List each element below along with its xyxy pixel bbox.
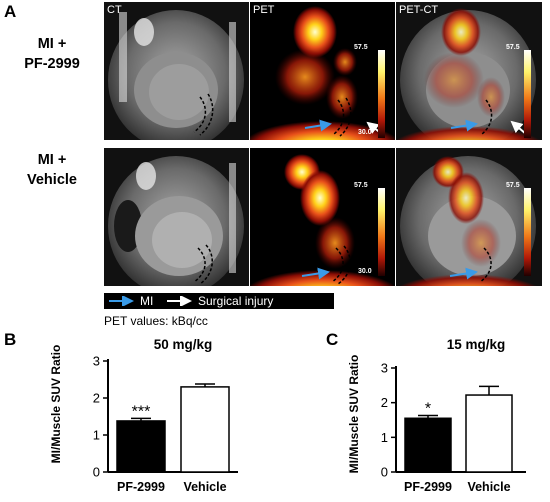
legend-surgical-label: Surgical injury — [198, 294, 274, 308]
colorbar-max: 57.5 — [506, 182, 520, 189]
surgical-arrow-icon — [167, 296, 192, 306]
ct-image-pf2999: CT — [104, 2, 249, 140]
row-label-line1: MI + — [37, 152, 67, 168]
row-label-line1: MI + — [37, 36, 67, 52]
petct-image-pf2999: PET-CT 57.5 30.0 — [396, 2, 542, 140]
pet-image-vehicle: 57.5 30.0 — [250, 148, 395, 286]
bar-pf2999 — [404, 417, 452, 473]
y-tick-label: 0 — [93, 465, 100, 480]
y-tick-label: 0 — [381, 465, 388, 480]
mi-arrow-icon — [109, 296, 134, 306]
petct-label: PET-CT — [399, 4, 439, 16]
bar-pf2999 — [116, 420, 166, 473]
pet-scan-graphic — [250, 148, 395, 286]
mi-arrow-icon — [450, 119, 478, 132]
ct-scan-graphic — [104, 148, 249, 286]
y-tick-label: 3 — [93, 354, 100, 369]
row-label-vehicle: MI + Vehicle — [2, 150, 102, 190]
bar-chart-svg: 0 1 2 3 *** PF-2999 Vehicle — [93, 354, 238, 494]
colorbar — [524, 188, 531, 276]
row-label-line2: PF-2999 — [24, 56, 80, 72]
y-tick-label: 2 — [381, 395, 388, 410]
panel-letter-a: A — [4, 2, 17, 21]
colorbar — [524, 50, 531, 138]
colorbar — [378, 188, 385, 276]
colorbar-max: 57.5 — [354, 182, 368, 189]
significance-marker: * — [425, 400, 431, 417]
bar-vehicle — [180, 386, 230, 473]
chart-title: 50 mg/kg — [153, 337, 213, 352]
y-tick-label: 2 — [93, 391, 100, 406]
category-label: Vehicle — [467, 480, 510, 494]
chart-b: 50 mg/kg MI/Muscle SUV Ratio 0 1 2 3 *** PF-2… — [48, 335, 258, 500]
legend-mi-label: MI — [140, 294, 154, 308]
significance-marker: *** — [132, 403, 151, 420]
category-label: Vehicle — [183, 480, 226, 494]
bar-vehicle — [465, 394, 513, 473]
category-label: PF-2999 — [404, 480, 452, 494]
surgical-arrow-icon — [510, 120, 527, 135]
colorbar-min: 30.0 — [358, 268, 372, 275]
pet-scan-graphic — [250, 2, 395, 140]
mi-arrow-icon — [301, 267, 330, 280]
ct-scan-graphic — [104, 2, 249, 140]
mi-arrow-icon — [304, 119, 332, 132]
chart-title: 15 mg/kg — [446, 337, 506, 352]
arrow-legend: MI Surgical injury — [104, 293, 334, 309]
colorbar — [378, 50, 385, 138]
pet-image-pf2999: PET 57.5 30.0 — [250, 2, 395, 140]
panel-letter-c: C — [326, 330, 339, 349]
y-tick-label: 1 — [381, 430, 388, 445]
colorbar-min: 30.0 — [358, 129, 372, 136]
colorbar-max: 57.5 — [354, 44, 368, 51]
ct-label: CT — [107, 4, 122, 16]
pet-label: PET — [253, 4, 275, 16]
bar-chart-svg: 0 1 2 3 * PF-2999 Vehicle — [381, 361, 526, 494]
ct-image-vehicle — [104, 148, 249, 286]
y-tick-label: 3 — [381, 361, 388, 376]
petct-scan-graphic — [396, 2, 542, 140]
pet-units-note: PET values: kBq/cc — [104, 314, 208, 328]
petct-image-vehicle: 57.5 — [396, 148, 542, 286]
petct-scan-graphic — [396, 148, 542, 286]
chart-c: 15 mg/kg MI/Muscle SUV Ratio 0 1 2 3 * PF-299… — [346, 335, 550, 500]
y-tick-label: 1 — [93, 428, 100, 443]
row-label-pf2999: MI + PF-2999 — [2, 34, 102, 74]
category-label: PF-2999 — [117, 480, 165, 494]
panel-letter-b: B — [4, 330, 17, 349]
colorbar-max: 57.5 — [506, 44, 520, 51]
row-label-line2: Vehicle — [27, 172, 77, 188]
mi-arrow-icon — [449, 267, 478, 280]
